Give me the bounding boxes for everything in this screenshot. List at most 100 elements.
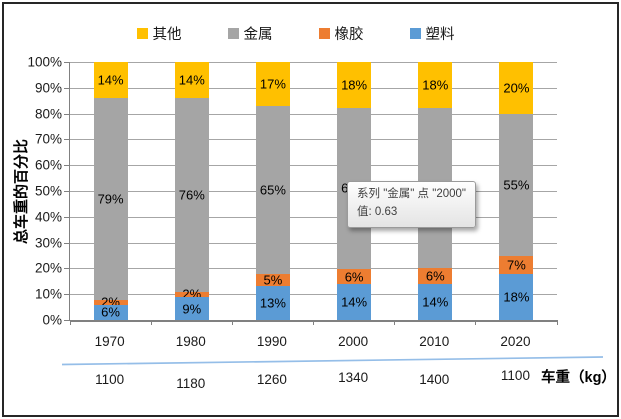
stacked-bar: 14% 79% 2% 6% xyxy=(93,62,128,320)
legend-item-橡胶[interactable]: 橡胶 xyxy=(318,23,364,44)
gridline xyxy=(70,165,557,167)
legend-item-label: 其他 xyxy=(152,27,182,43)
x-axis-category-labels: 1970 1980 1990 2000 2010 2020 xyxy=(69,334,556,349)
y-axis-tick-mark xyxy=(64,294,70,296)
x-axis-tick-mark xyxy=(394,320,396,325)
legend-swatch-icon xyxy=(318,28,330,39)
bar-segment-橡胶[interactable]: 7% xyxy=(499,255,534,274)
y-axis-tick-mark xyxy=(64,87,70,89)
bar-segment-塑料[interactable]: 13% xyxy=(255,286,290,320)
y-axis-tick-label: 20% xyxy=(34,260,62,276)
bar-segment-label: 9% xyxy=(182,301,202,316)
x-axis-category-label: 1970 xyxy=(94,334,125,349)
bar-segment-label: 20% xyxy=(503,80,530,96)
x-axis-tick-mark xyxy=(150,320,152,325)
bar-segment-金属[interactable]: 55% xyxy=(499,113,534,256)
bar-segment-橡胶[interactable]: 5% xyxy=(255,272,290,288)
gridline xyxy=(70,242,557,244)
plot-area: 14%79%2%6%14%76%2%9%17%65%5%13%18%63%6%1… xyxy=(64,62,558,325)
y-axis-tick-label: 80% xyxy=(34,106,62,122)
x-axis-category-label: 2000 xyxy=(338,334,369,349)
bar-segment-label: 18% xyxy=(503,289,530,305)
legend-item-其他[interactable]: 其他 xyxy=(136,23,182,44)
bar-segment-塑料[interactable]: 9% xyxy=(174,297,209,320)
bar-column-1970: 14% 79% 2% 6% xyxy=(70,62,151,320)
bar-segment-金属[interactable]: 65% xyxy=(255,105,290,274)
y-axis-tick-label: 70% xyxy=(34,131,62,147)
bar-segment-label: 5% xyxy=(263,272,283,288)
legend-swatch-icon xyxy=(409,28,421,39)
y-axis-tick-mark xyxy=(64,139,70,141)
stacked-bar: 20% 55% 7% 18% xyxy=(499,62,534,320)
bar-segment-label: 14% xyxy=(97,72,124,88)
bar-segment-塑料[interactable]: 14% xyxy=(337,284,372,320)
x-axis-tick-mark xyxy=(231,320,233,325)
bar-columns: 14%79%2%6%14%76%2%9%17%65%5%13%18%63%6%1… xyxy=(70,62,557,320)
bar-segment-其他[interactable]: 14% xyxy=(174,62,209,98)
legend-item-金属[interactable]: 金属 xyxy=(227,23,273,44)
secondary-axis-value: 1100 xyxy=(95,372,125,387)
bar-segment-橡胶[interactable]: 6% xyxy=(418,268,453,284)
bar-segment-塑料[interactable]: 6% xyxy=(93,304,128,320)
bar-segment-label: 6% xyxy=(344,269,364,285)
legend-swatch-icon xyxy=(227,28,239,39)
stacked-bar: 17% 65% 5% 13% xyxy=(255,62,290,320)
bar-segment-label: 65% xyxy=(259,182,286,198)
bar-segment-其他[interactable]: 20% xyxy=(499,62,534,114)
tooltip-line1: 系列 "金属" 点 "2000" xyxy=(357,188,466,200)
legend-item-label: 金属 xyxy=(243,27,273,43)
x-axis-category-label: 2020 xyxy=(500,334,531,349)
secondary-axis-value: 1180 xyxy=(176,376,206,391)
bar-segment-塑料[interactable]: 18% xyxy=(499,273,534,320)
y-axis-tick-label: 90% xyxy=(34,80,62,96)
series-tooltip: 系列 "金属" 点 "2000" 值: 0.63 xyxy=(347,181,476,228)
bar-segment-label: 6% xyxy=(101,304,120,320)
legend: 其他 金属 橡胶 塑料 xyxy=(0,23,591,44)
x-axis-category-label: 2010 xyxy=(419,334,450,349)
gridline xyxy=(70,139,557,141)
bar-column-1980: 14% 76% 2% 9% xyxy=(151,62,232,320)
legend-item-塑料[interactable]: 塑料 xyxy=(409,23,455,44)
bar-segment-label: 7% xyxy=(507,257,526,273)
bar-segment-其他[interactable]: 14% xyxy=(93,62,128,98)
stacked-bar: 14% 76% 2% 9% xyxy=(174,62,209,320)
bar-segment-其他[interactable]: 18% xyxy=(418,62,453,109)
bar-segment-label: 18% xyxy=(341,77,368,93)
bar-segment-其他[interactable]: 18% xyxy=(337,62,372,109)
y-axis-tick-mark xyxy=(64,242,70,244)
bar-segment-塑料[interactable]: 14% xyxy=(418,283,453,320)
y-axis-tick-mark xyxy=(64,216,70,218)
bar-segment-label: 13% xyxy=(259,295,286,311)
y-axis-tick-labels: 100% 90% 80% 70% 60% 50% 40% 30% 20% 10% 0% xyxy=(0,55,62,328)
bar-segment-橡胶[interactable]: 6% xyxy=(337,268,372,285)
gridline xyxy=(70,268,557,270)
x-axis-tick-mark xyxy=(556,320,558,325)
gridline xyxy=(70,113,557,115)
y-axis-tick-label: 30% xyxy=(34,235,62,251)
y-axis-tick-label: 10% xyxy=(34,286,62,302)
gridline xyxy=(70,191,557,192)
legend-item-label: 橡胶 xyxy=(334,27,364,43)
secondary-axis-values: 1100 1180 1260 1340 1400 1100 xyxy=(69,368,556,391)
bar-segment-label: 55% xyxy=(503,177,530,193)
y-axis-tick-label: 40% xyxy=(34,209,62,225)
secondary-axis-divider-line xyxy=(61,356,604,366)
y-axis-tick-mark xyxy=(64,113,70,115)
legend-swatch-icon xyxy=(136,28,148,39)
secondary-axis-value: 1260 xyxy=(256,372,287,387)
bar-segment-金属[interactable]: 79% xyxy=(93,97,128,300)
legend-item-label: 塑料 xyxy=(425,27,455,43)
y-axis-tick-label: 0% xyxy=(42,312,62,328)
y-axis-tick-mark xyxy=(64,268,70,270)
y-axis-tick-mark xyxy=(64,191,70,192)
bar-segment-其他[interactable]: 17% xyxy=(255,62,290,106)
gridline xyxy=(70,87,557,89)
x-axis-tick-mark xyxy=(69,320,71,325)
secondary-axis-value: 1340 xyxy=(338,370,369,385)
y-axis-tick-mark xyxy=(64,320,70,321)
y-axis-tick-label: 100% xyxy=(27,54,62,70)
secondary-axis-value: 1100 xyxy=(500,368,530,383)
bar-segment-label: 76% xyxy=(178,187,205,203)
bar-segment-金属[interactable]: 76% xyxy=(174,97,209,292)
